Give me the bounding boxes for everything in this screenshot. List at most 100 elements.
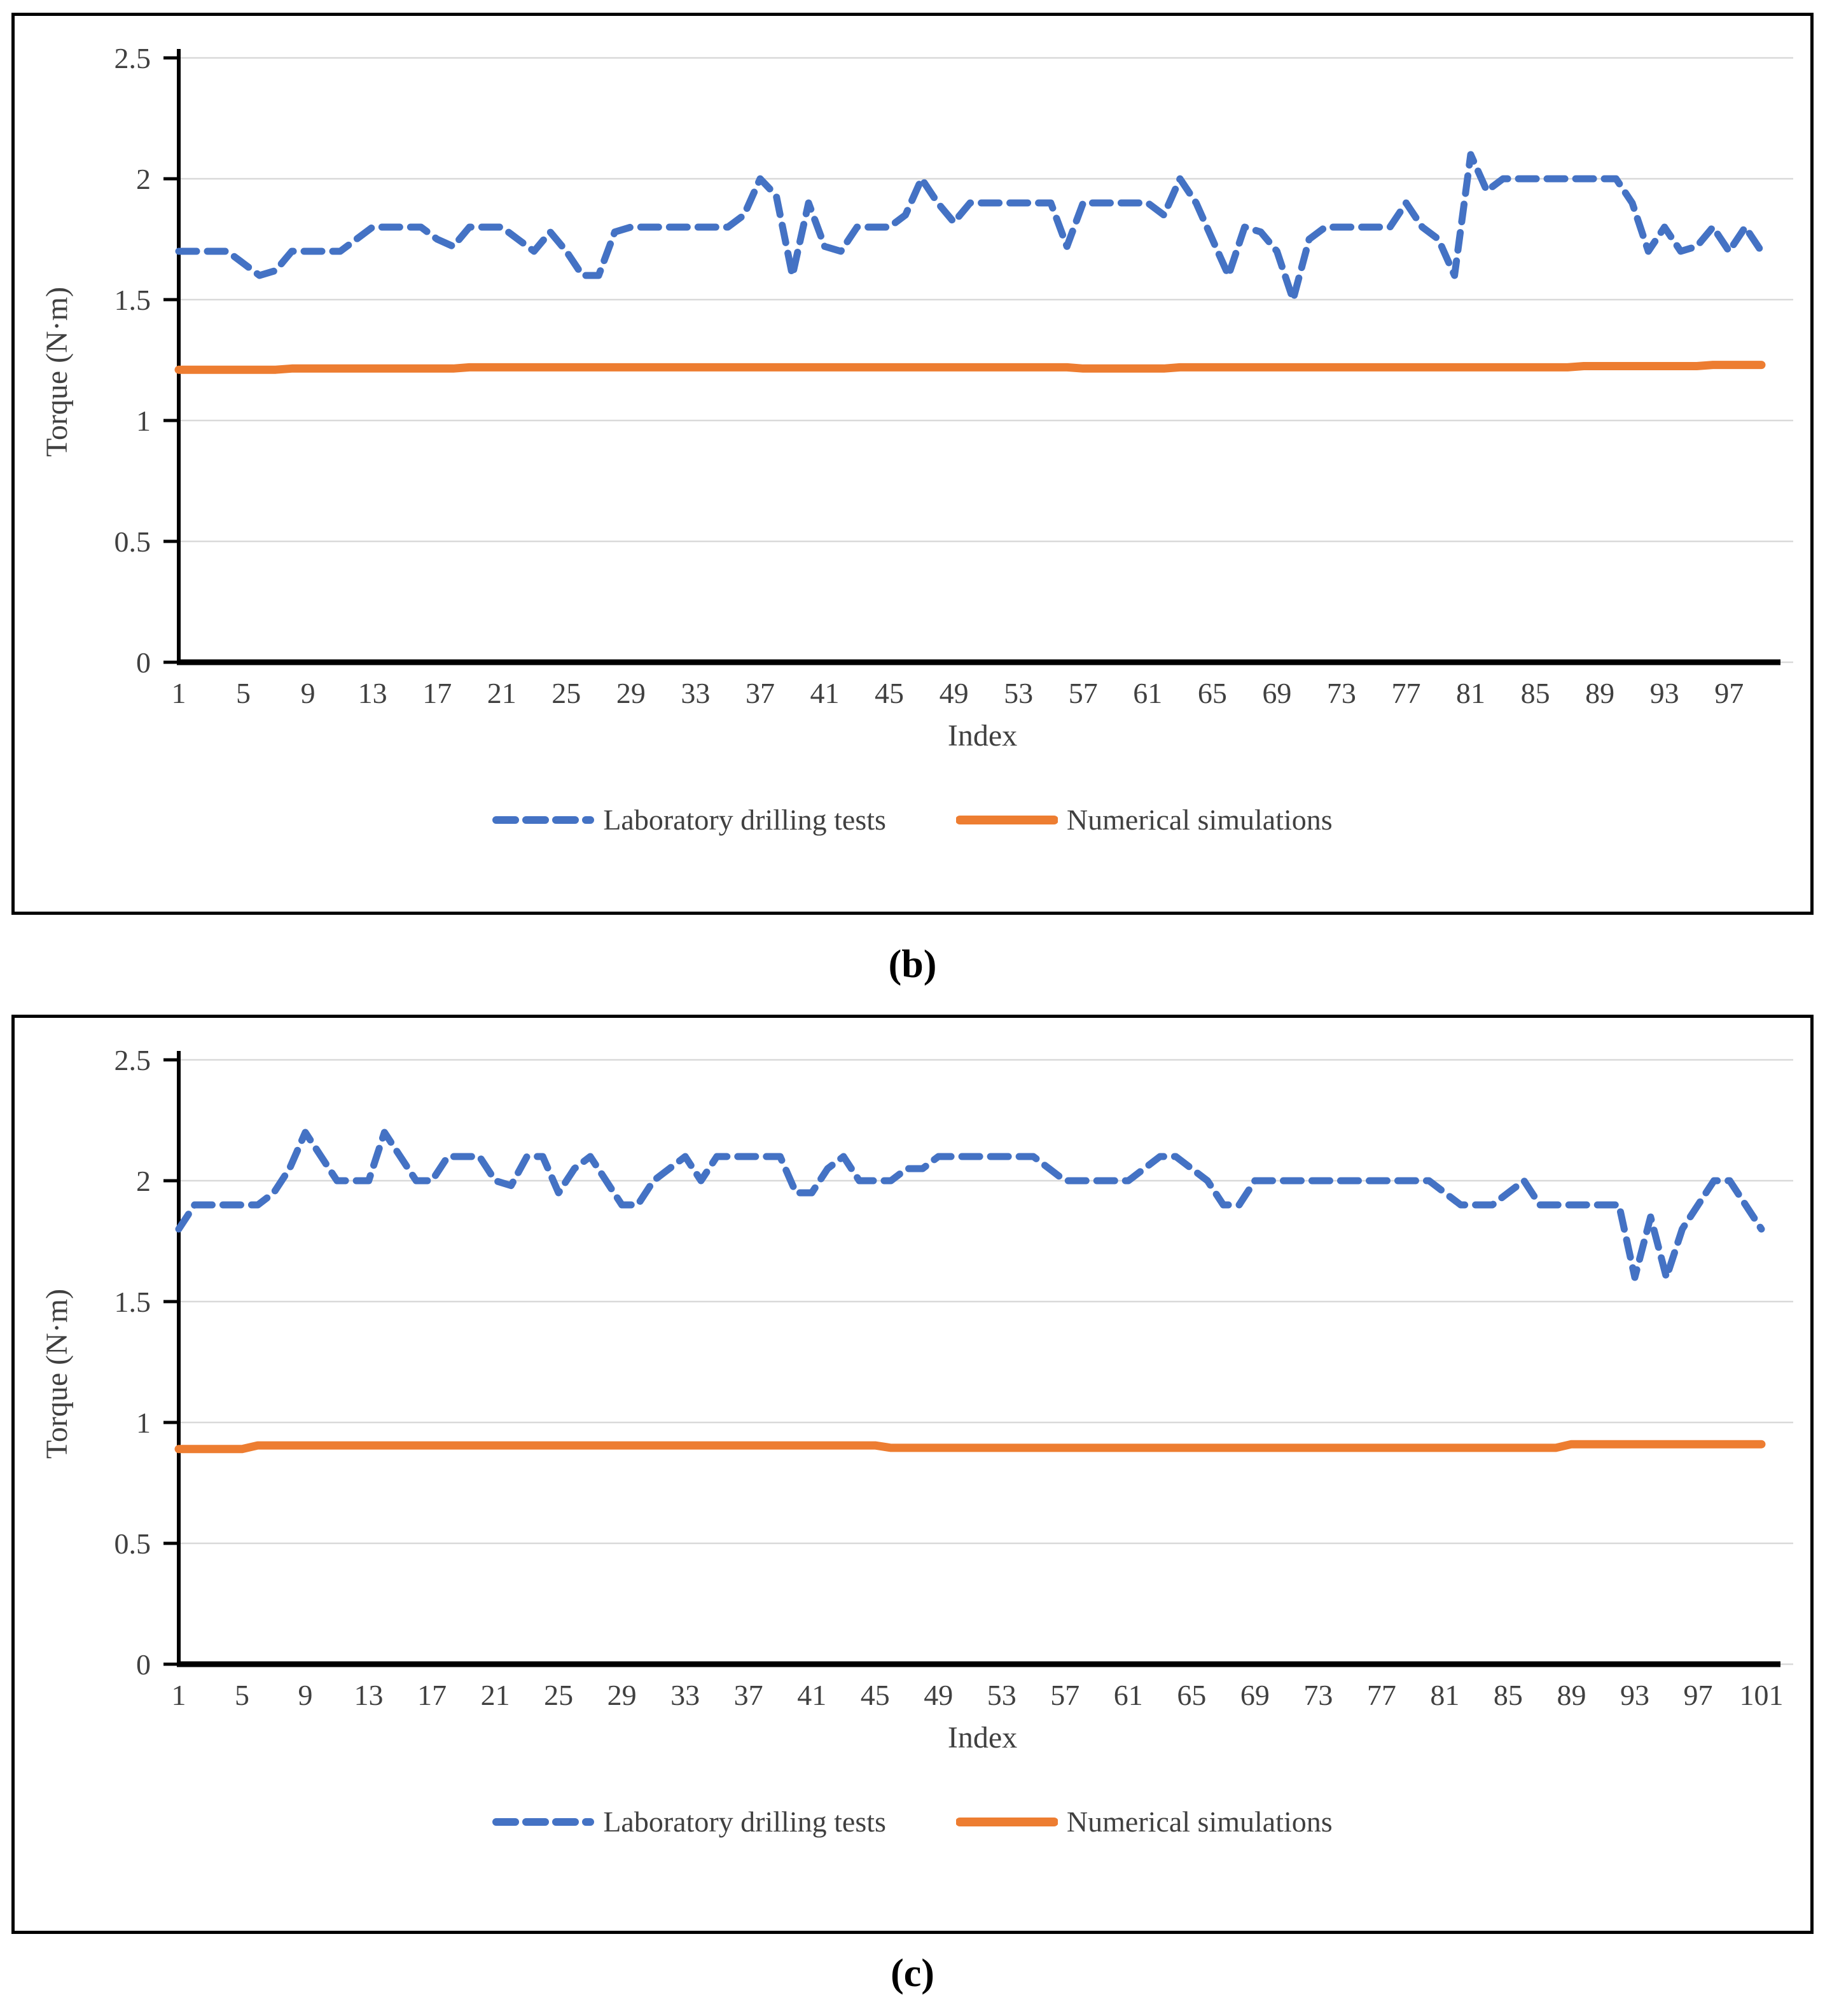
- legend: Laboratory drilling tests Numerical simu…: [15, 1805, 1810, 1839]
- svg-text:41: 41: [810, 677, 840, 709]
- legend-label: Laboratory drilling tests: [603, 803, 886, 836]
- svg-text:25: 25: [552, 677, 581, 709]
- gridlines: [179, 57, 1793, 664]
- svg-text:0.5: 0.5: [114, 525, 151, 558]
- svg-text:81: 81: [1430, 1679, 1459, 1711]
- svg-text:57: 57: [1069, 677, 1098, 709]
- y-tick-labels: 0 0.5 1 1.5 2 2.5: [114, 42, 151, 679]
- svg-text:37: 37: [734, 1679, 763, 1711]
- svg-text:93: 93: [1650, 677, 1679, 709]
- x-tick-labels: 1 5 9 13 17 21 25 29 33 37 41 45 49 53 57 61 65 69 73 77 81 8…: [172, 1679, 1784, 1711]
- y-tick-marks: [163, 1058, 179, 1666]
- svg-text:89: 89: [1585, 677, 1614, 709]
- series-numerical-simulations: [174, 361, 1766, 374]
- svg-text:77: 77: [1367, 1679, 1396, 1711]
- svg-text:2.5: 2.5: [114, 1044, 151, 1076]
- svg-text:13: 13: [358, 677, 387, 709]
- svg-text:5: 5: [235, 1679, 249, 1711]
- svg-text:0: 0: [136, 1648, 151, 1681]
- svg-text:65: 65: [1177, 1679, 1206, 1711]
- svg-text:61: 61: [1114, 1679, 1143, 1711]
- svg-text:73: 73: [1303, 1679, 1333, 1711]
- svg-text:53: 53: [1004, 677, 1033, 709]
- chart-panel-b: Torque (N·m) 0 0.5 1 1.5 2 2.5 1 5 9 13 17 21 25 29 33…: [11, 13, 1814, 915]
- svg-text:1: 1: [136, 405, 151, 437]
- svg-text:73: 73: [1327, 677, 1356, 709]
- x-axis-title: Index: [947, 1721, 1018, 1755]
- svg-text:29: 29: [607, 1679, 637, 1711]
- svg-text:53: 53: [987, 1679, 1017, 1711]
- svg-text:69: 69: [1240, 1679, 1270, 1711]
- y-tick-marks: [163, 56, 179, 664]
- legend: Laboratory drilling tests Numerical simu…: [15, 803, 1810, 837]
- series-laboratory-tests: [175, 1129, 1765, 1281]
- line-chart-b: 0 0.5 1 1.5 2 2.5 1 5 9 13 17 21 25 29 33 37 41 45 49 53 57 6…: [114, 42, 1793, 709]
- svg-text:69: 69: [1262, 677, 1291, 709]
- svg-text:49: 49: [924, 1679, 953, 1711]
- svg-text:85: 85: [1494, 1679, 1523, 1711]
- legend-label: Numerical simulations: [1066, 803, 1333, 836]
- svg-text:13: 13: [354, 1679, 384, 1711]
- x-tick-labels: 1 5 9 13 17 21 25 29 33 37 41 45 49 53 57 61 65 69 73 77 81 8…: [172, 677, 1744, 709]
- legend-item-simulations: Numerical simulations: [955, 803, 1333, 837]
- svg-text:1.5: 1.5: [114, 1286, 151, 1318]
- caption-text: (b): [888, 943, 937, 986]
- series-laboratory-tests: [175, 151, 1765, 303]
- svg-text:9: 9: [298, 1679, 313, 1711]
- svg-text:1: 1: [172, 677, 186, 709]
- orange-solid-line-swatch: [955, 815, 1058, 824]
- svg-text:25: 25: [544, 1679, 573, 1711]
- x-axis-title: Index: [947, 719, 1018, 753]
- legend-label: Numerical simulations: [1066, 1805, 1333, 1838]
- svg-text:37: 37: [746, 677, 775, 709]
- svg-text:21: 21: [481, 1679, 510, 1711]
- svg-text:1: 1: [172, 1679, 186, 1711]
- svg-text:97: 97: [1714, 677, 1744, 709]
- svg-text:101: 101: [1740, 1679, 1784, 1711]
- svg-text:17: 17: [422, 677, 452, 709]
- svg-text:61: 61: [1133, 677, 1162, 709]
- svg-text:2.5: 2.5: [114, 42, 151, 74]
- orange-solid-line-swatch: [955, 1817, 1058, 1826]
- svg-text:57: 57: [1050, 1679, 1079, 1711]
- caption-text: (c): [891, 1952, 934, 1995]
- axes: [177, 1051, 1780, 1667]
- svg-text:65: 65: [1198, 677, 1227, 709]
- svg-text:9: 9: [301, 677, 316, 709]
- line-chart-c: 0 0.5 1 1.5 2 2.5 1 5 9 13 17 21 25 29 33 37 41 45 49 53 57 6…: [114, 1044, 1793, 1711]
- svg-text:85: 85: [1521, 677, 1550, 709]
- svg-text:1: 1: [136, 1407, 151, 1439]
- blue-dashed-line-swatch: [492, 1818, 595, 1826]
- svg-text:81: 81: [1456, 677, 1485, 709]
- svg-text:17: 17: [417, 1679, 447, 1711]
- legend-item-lab-tests: Laboratory drilling tests: [492, 803, 886, 837]
- blue-dashed-line-swatch: [492, 816, 595, 824]
- panel-caption-b: (b): [0, 915, 1825, 1015]
- svg-text:29: 29: [616, 677, 646, 709]
- svg-text:5: 5: [236, 677, 251, 709]
- legend-item-lab-tests: Laboratory drilling tests: [492, 1805, 886, 1839]
- svg-text:2: 2: [136, 163, 151, 195]
- svg-text:45: 45: [875, 677, 904, 709]
- svg-text:49: 49: [940, 677, 969, 709]
- svg-text:0.5: 0.5: [114, 1527, 151, 1560]
- chart-panel-c: Torque (N·m) 0 0.5 1 1.5 2 2.5 1 5 9 13 17 21 25 29 33…: [11, 1015, 1814, 1934]
- axes: [177, 49, 1780, 665]
- svg-text:33: 33: [670, 1679, 700, 1711]
- svg-text:77: 77: [1391, 677, 1420, 709]
- gridlines: [179, 1059, 1793, 1665]
- legend-item-simulations: Numerical simulations: [955, 1805, 1333, 1839]
- svg-text:0: 0: [136, 646, 151, 679]
- svg-text:97: 97: [1683, 1679, 1712, 1711]
- series-numerical-simulations: [174, 1440, 1766, 1454]
- svg-text:1.5: 1.5: [114, 284, 151, 316]
- panel-caption-c: (c): [0, 1934, 1825, 2013]
- svg-text:45: 45: [861, 1679, 890, 1711]
- svg-text:33: 33: [681, 677, 710, 709]
- svg-text:93: 93: [1620, 1679, 1649, 1711]
- svg-text:89: 89: [1557, 1679, 1586, 1711]
- y-tick-labels: 0 0.5 1 1.5 2 2.5: [114, 1044, 151, 1681]
- legend-label: Laboratory drilling tests: [603, 1805, 886, 1838]
- svg-text:41: 41: [797, 1679, 826, 1711]
